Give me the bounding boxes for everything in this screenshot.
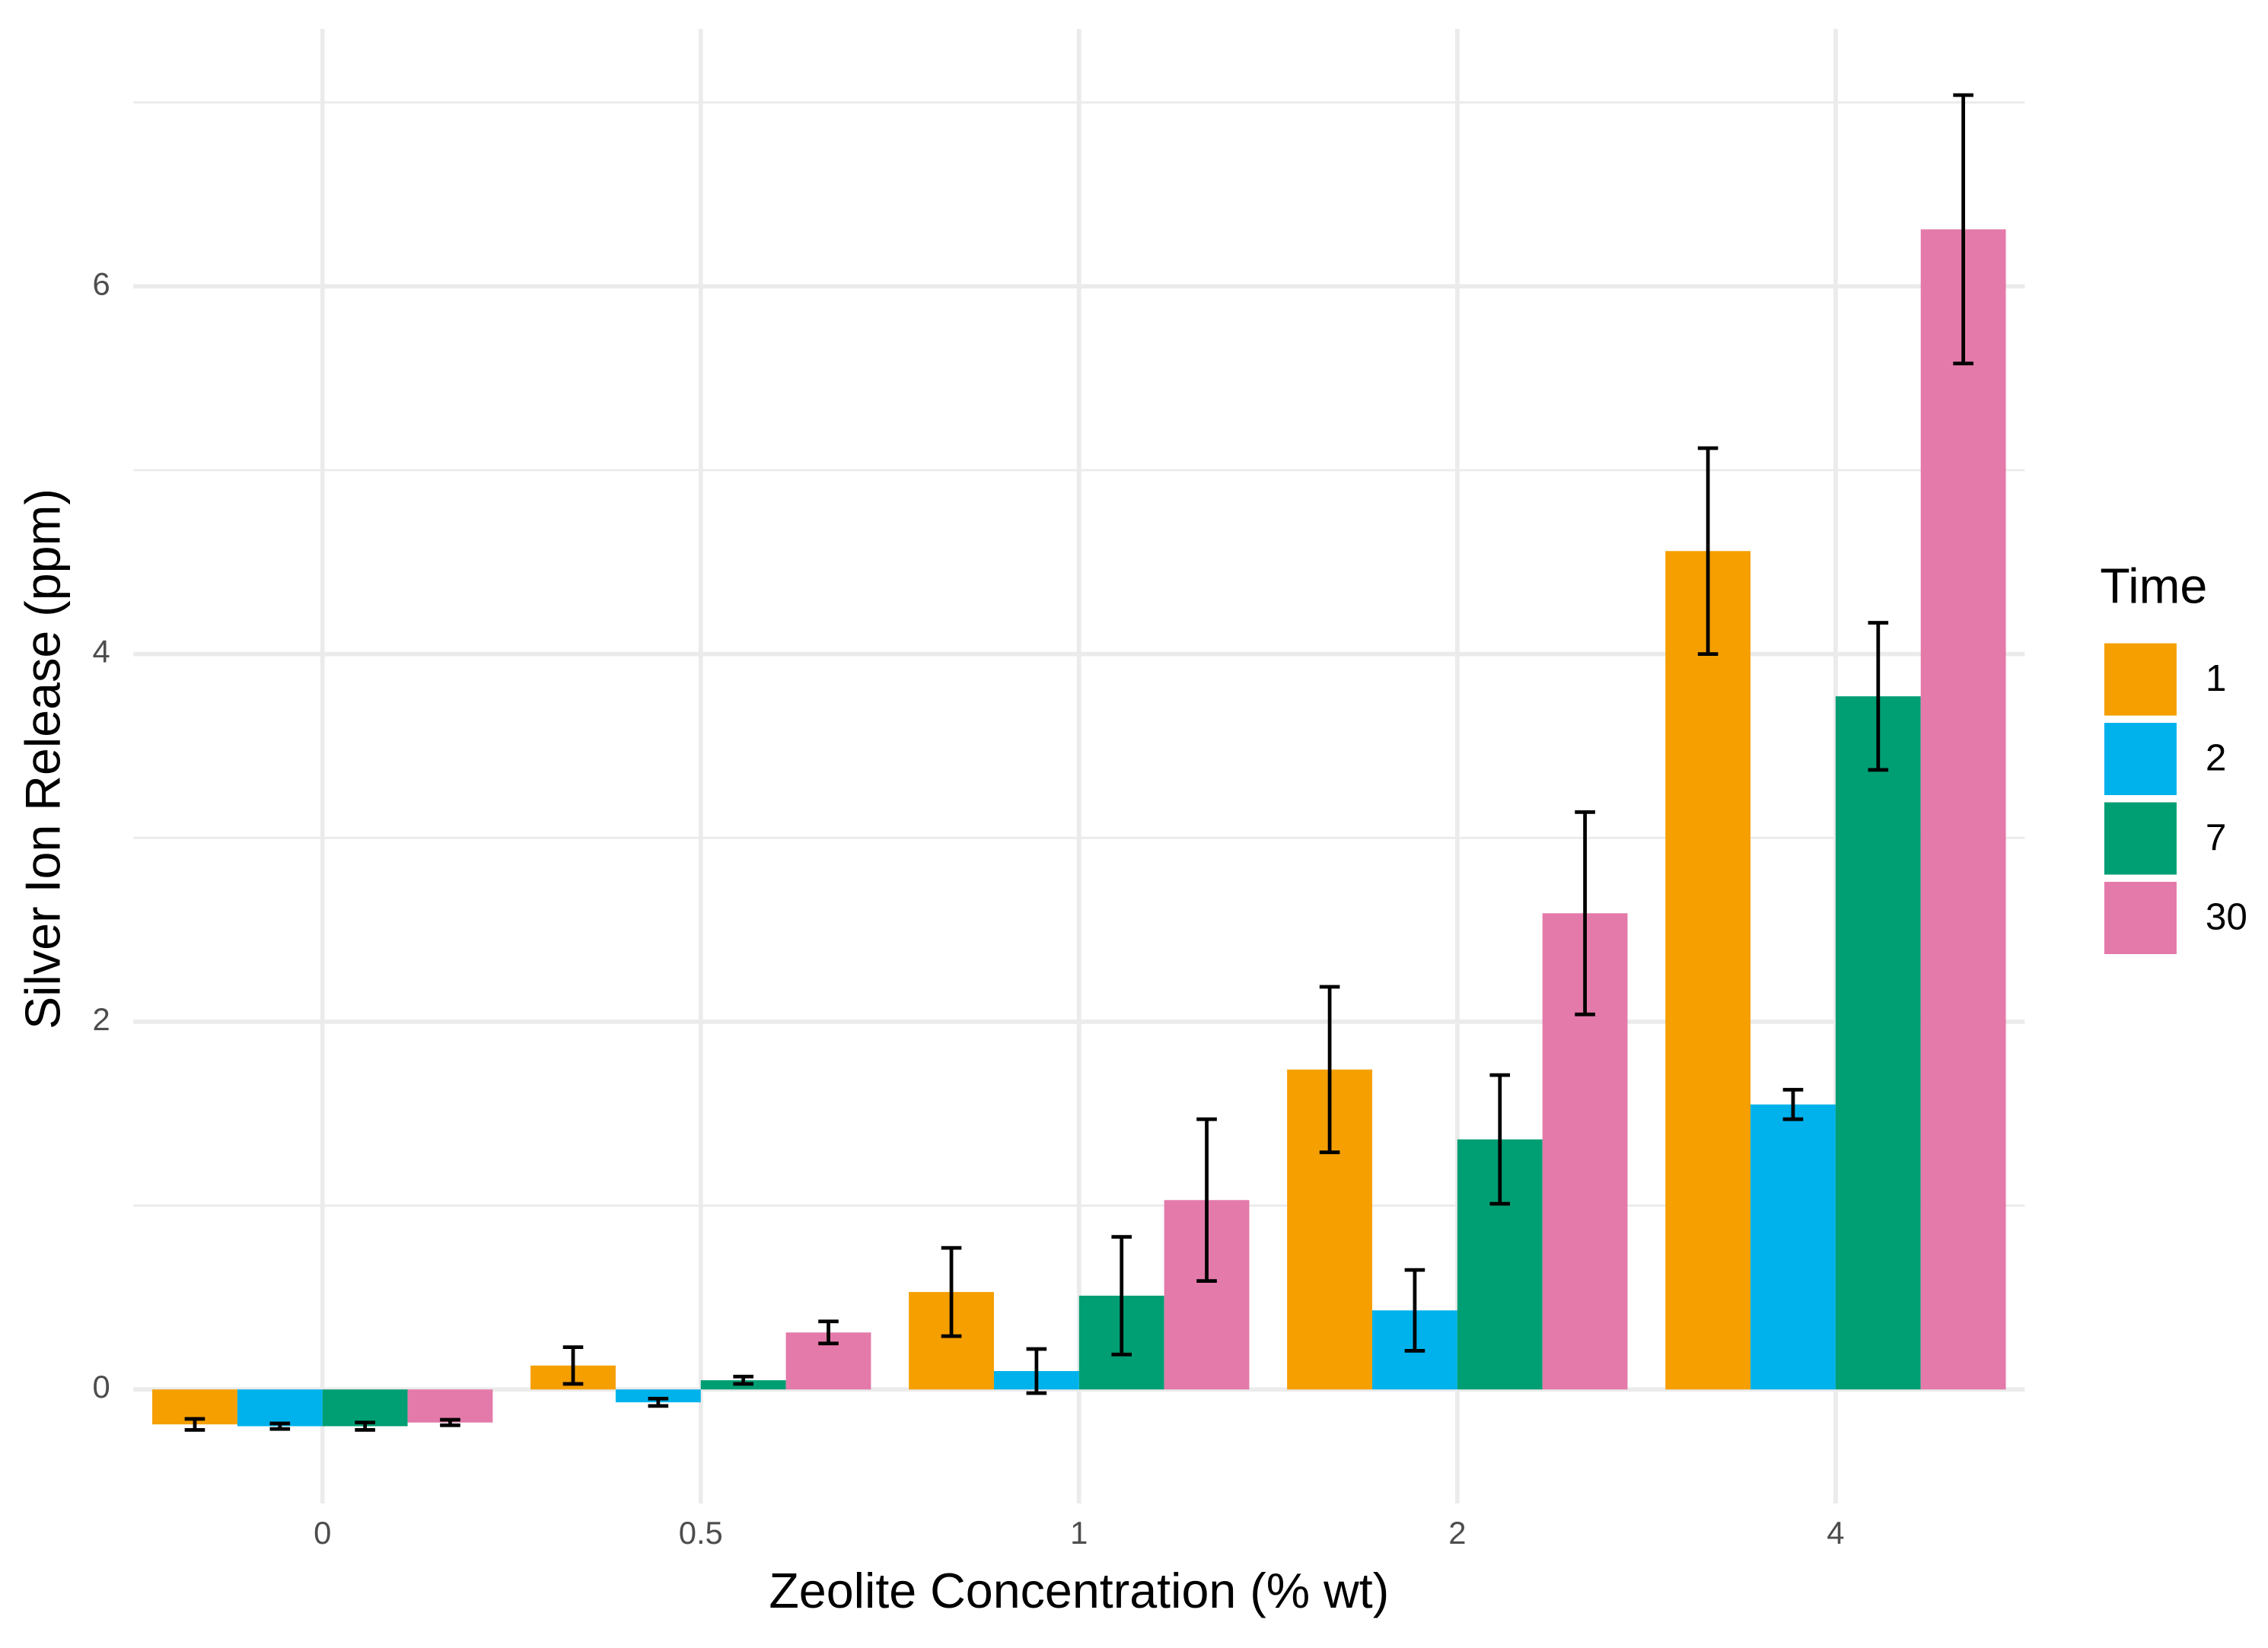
error-bar [1782,1087,1804,1121]
y-tick-label: 6 [93,266,110,301]
error-bar [648,1396,669,1408]
legend-label: 7 [2206,816,2226,858]
error-bar [941,1246,962,1338]
legend-label: 2 [2206,737,2226,778]
error-bar [733,1374,753,1386]
legend-label: 1 [2206,657,2226,699]
y-axis-title: Silver Ion Release (ppm) [15,488,70,1029]
legend-title: Time [2100,558,2207,613]
bar [1920,229,2006,1390]
bar [1835,696,1921,1390]
error-bar [440,1417,460,1427]
y-tick-label: 2 [93,1001,110,1037]
error-bar [184,1417,205,1432]
error-bar [1575,810,1595,1016]
legend-key [2104,802,2177,875]
error-bar [1196,1117,1217,1283]
error-bar-line [1782,1087,1804,1121]
error-bar [1111,1235,1132,1357]
x-tick-label: 1 [1070,1515,1088,1551]
bar [237,1389,323,1427]
error-bar-line [562,1345,584,1386]
bar [322,1389,408,1427]
bar [615,1389,701,1403]
bar [407,1389,493,1423]
error-bar-line [1404,1268,1425,1353]
legend-key [2104,723,2177,795]
bar [1750,1104,1836,1390]
legend-label: 30 [2206,896,2247,937]
x-tick-label: 0 [314,1515,331,1551]
legend-key [2104,643,2177,716]
error-bar-line [355,1421,375,1432]
y-tick-label: 4 [93,634,110,670]
error-bar-line [1953,93,1973,366]
error-bar [1489,1073,1511,1206]
error-bar [1404,1268,1425,1353]
error-bar-line [269,1421,291,1431]
error-bar-line [1026,1347,1047,1395]
bar [1665,551,1751,1390]
error-bar-line [1489,1073,1511,1206]
error-bar [1868,621,1889,772]
x-tick-label: 4 [1827,1515,1844,1551]
error-bar [1697,446,1719,656]
error-bar-line [733,1374,753,1386]
error-bar-line [1697,446,1719,656]
error-bar [355,1421,375,1432]
x-axis-title: Zeolite Concentration (% wt) [769,1564,1389,1618]
legend-key [2104,882,2177,954]
error-bar [269,1421,291,1431]
error-bar-line [818,1319,839,1346]
x-tick-label: 0.5 [679,1515,723,1551]
y-tick-label: 0 [93,1369,110,1405]
x-tick-label: 2 [1448,1515,1466,1551]
error-bar-line [1111,1235,1132,1357]
error-bar [1953,93,1973,366]
error-bar-line [1575,810,1595,1016]
error-bar [562,1345,584,1386]
error-bar [818,1319,839,1346]
error-bar-line [1196,1117,1217,1283]
error-bar [1026,1347,1047,1395]
error-bar-line [648,1396,669,1408]
error-bar [1319,985,1340,1154]
error-bar-line [941,1246,962,1338]
error-bar-line [184,1417,205,1432]
error-bar-line [440,1417,460,1427]
error-bar-line [1319,985,1340,1154]
error-bar-line [1868,621,1889,772]
